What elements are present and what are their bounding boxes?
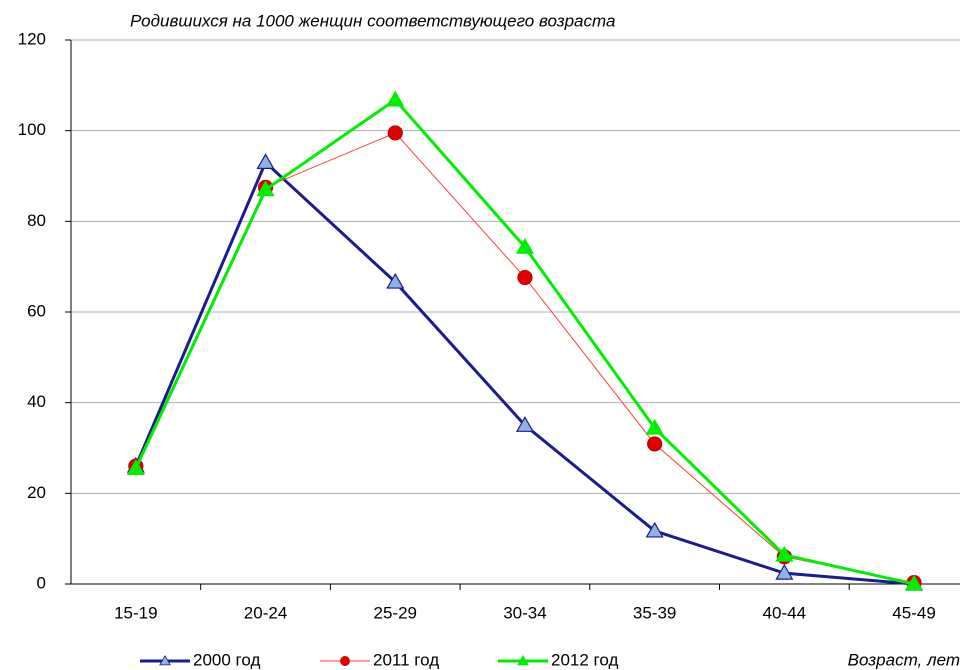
y-tick-label: 100 (18, 120, 46, 139)
point (159, 655, 171, 666)
point (386, 272, 405, 289)
y-tick-label: 20 (27, 483, 46, 502)
point (645, 418, 664, 435)
x-axis-label: Возраст, лет (848, 650, 960, 669)
point (256, 180, 275, 197)
y-tick-label: 60 (27, 301, 46, 320)
series-line (134, 97, 915, 586)
y-tick-label: 120 (18, 29, 46, 48)
series-line (135, 132, 915, 584)
point (515, 237, 534, 254)
y-tick-label: 40 (27, 392, 46, 411)
point (386, 90, 405, 107)
y-tick-label: 80 (27, 211, 46, 230)
x-tick-label: 40-44 (763, 603, 806, 622)
x-tick-label: 15-19 (114, 603, 157, 622)
x-tick-label: 25-29 (374, 603, 417, 622)
point (517, 269, 533, 286)
legend-label: 2012 год (551, 650, 618, 669)
x-tick-label: 20-24 (244, 603, 287, 622)
series-line (134, 159, 915, 586)
x-tick-label: 45-49 (892, 603, 935, 622)
point (126, 459, 145, 475)
point (647, 436, 663, 452)
point (340, 656, 350, 666)
point (645, 521, 664, 538)
x-tick-label: 35-39 (633, 603, 676, 622)
legend-label: 2011 год (373, 650, 439, 669)
point (387, 125, 403, 141)
legend-label: 2000 год (193, 650, 260, 669)
point (256, 153, 275, 169)
point (775, 545, 794, 562)
point (515, 416, 534, 432)
x-tick-label: 30-34 (503, 603, 546, 622)
point (905, 574, 924, 591)
y-tick-label: 0 (37, 573, 46, 592)
point (517, 655, 529, 666)
point (775, 563, 794, 580)
chart-title: Родившихся на 1000 женщин соответствующе… (130, 11, 615, 30)
